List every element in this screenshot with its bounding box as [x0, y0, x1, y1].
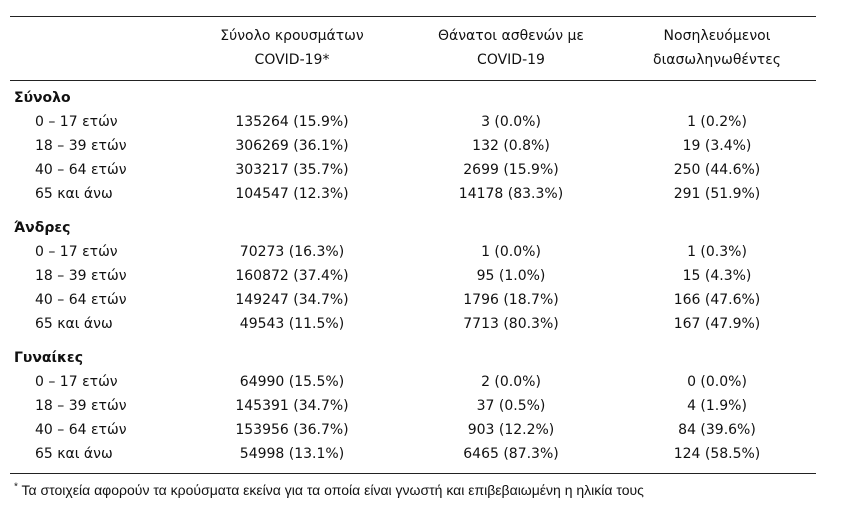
- table-row: 65 και άνω 49543 (11.5%) 7713 (80.3%) 16…: [0, 313, 850, 335]
- table-row: 40 – 64 ετών 303217 (35.7%) 2699 (15.9%)…: [0, 159, 850, 181]
- footnote-text: Τα στοιχεία αφορούν τα κρούσματα εκείνα …: [17, 482, 644, 498]
- deaths-cell: 14178 (83.3%): [458, 186, 564, 202]
- table-row: 0 – 17 ετών 135264 (15.9%) 3 (0.0%) 1 (0…: [0, 111, 850, 133]
- intubated-cell: 19 (3.4%): [682, 138, 752, 154]
- header-cases: Σύνολο κρουσμάτων COVID-19*: [192, 24, 392, 72]
- header-cases-line1: Σύνολο κρουσμάτων: [220, 28, 364, 44]
- age-label: 65 και άνω: [35, 186, 113, 202]
- cases-cell: 54998 (13.1%): [239, 446, 345, 462]
- cases-cell: 104547 (12.3%): [235, 186, 349, 202]
- cases-cell: 153956 (36.7%): [235, 422, 349, 438]
- age-label: 65 και άνω: [35, 446, 113, 462]
- intubated-cell: 0 (0.0%): [687, 374, 747, 390]
- cases-cell: 49543 (11.5%): [239, 316, 345, 332]
- intubated-cell: 4 (1.9%): [687, 398, 747, 414]
- cases-cell: 135264 (15.9%): [235, 114, 349, 130]
- intubated-cell: 291 (51.9%): [673, 186, 761, 202]
- age-label: 0 – 17 ετών: [35, 374, 118, 390]
- deaths-cell: 7713 (80.3%): [463, 316, 559, 332]
- table-bottom-rule: [10, 473, 816, 474]
- table-row: 18 – 39 ετών 306269 (36.1%) 132 (0.8%) 1…: [0, 135, 850, 157]
- section-title-men: Άνδρες: [14, 220, 71, 236]
- age-label: 18 – 39 ετών: [35, 268, 127, 284]
- table-header-rule: [10, 80, 816, 81]
- deaths-cell: 3 (0.0%): [481, 114, 541, 130]
- header-deaths-line2: COVID-19: [477, 52, 545, 68]
- intubated-cell: 84 (39.6%): [678, 422, 756, 438]
- age-label: 40 – 64 ετών: [35, 292, 127, 308]
- footnote-marker: *: [14, 481, 18, 493]
- cases-cell: 149247 (34.7%): [235, 292, 349, 308]
- table-row: 40 – 64 ετών 153956 (36.7%) 903 (12.2%) …: [0, 419, 850, 441]
- table-row: 18 – 39 ετών 160872 (37.4%) 95 (1.0%) 15…: [0, 265, 850, 287]
- cases-cell: 64990 (15.5%): [239, 374, 345, 390]
- header-deaths-line1: Θάνατοι ασθενών με: [437, 28, 584, 44]
- deaths-cell: 6465 (87.3%): [463, 446, 559, 462]
- header-intubated-line2: διασωληνωθέντες: [653, 52, 781, 68]
- age-label: 0 – 17 ετών: [35, 244, 118, 260]
- deaths-cell: 2 (0.0%): [481, 374, 541, 390]
- intubated-cell: 167 (47.9%): [673, 316, 761, 332]
- intubated-cell: 250 (44.6%): [673, 162, 761, 178]
- deaths-cell: 37 (0.5%): [476, 398, 546, 414]
- table-row: 65 και άνω 54998 (13.1%) 6465 (87.3%) 12…: [0, 443, 850, 465]
- deaths-cell: 1 (0.0%): [481, 244, 541, 260]
- deaths-cell: 1796 (18.7%): [463, 292, 559, 308]
- age-label: 18 – 39 ετών: [35, 398, 127, 414]
- section-title-women: Γυναίκες: [14, 350, 84, 366]
- cases-cell: 306269 (36.1%): [235, 138, 349, 154]
- age-label: 65 και άνω: [35, 316, 113, 332]
- section-title-total: Σύνολο: [14, 90, 71, 106]
- intubated-cell: 166 (47.6%): [673, 292, 761, 308]
- deaths-cell: 95 (1.0%): [476, 268, 546, 284]
- table-row: 40 – 64 ετών 149247 (34.7%) 1796 (18.7%)…: [0, 289, 850, 311]
- age-label: 18 – 39 ετών: [35, 138, 127, 154]
- age-label: 40 – 64 ετών: [35, 162, 127, 178]
- header-intubated-line1: Νοσηλευόμενοι: [663, 28, 771, 44]
- intubated-cell: 1 (0.2%): [687, 114, 747, 130]
- intubated-cell: 124 (58.5%): [673, 446, 761, 462]
- cases-cell: 70273 (16.3%): [239, 244, 345, 260]
- cases-cell: 303217 (35.7%): [235, 162, 349, 178]
- table-row: 65 και άνω 104547 (12.3%) 14178 (83.3%) …: [0, 183, 850, 205]
- age-label: 0 – 17 ετών: [35, 114, 118, 130]
- intubated-cell: 15 (4.3%): [682, 268, 752, 284]
- intubated-cell: 1 (0.3%): [687, 244, 747, 260]
- deaths-cell: 2699 (15.9%): [463, 162, 559, 178]
- cases-cell: 160872 (37.4%): [235, 268, 349, 284]
- footnote: * Τα στοιχεία αφορούν τα κρούσματα εκείν…: [14, 480, 644, 500]
- deaths-cell: 132 (0.8%): [472, 138, 550, 154]
- deaths-cell: 903 (12.2%): [467, 422, 555, 438]
- cases-cell: 145391 (34.7%): [235, 398, 349, 414]
- age-label: 40 – 64 ετών: [35, 422, 127, 438]
- table-top-rule: [10, 16, 816, 17]
- header-cases-line2: COVID-19*: [254, 52, 330, 68]
- table-row: 0 – 17 ετών 70273 (16.3%) 1 (0.0%) 1 (0.…: [0, 241, 850, 263]
- table-row: 0 – 17 ετών 64990 (15.5%) 2 (0.0%) 0 (0.…: [0, 371, 850, 393]
- header-deaths: Θάνατοι ασθενών με COVID-19: [411, 24, 611, 72]
- table-row: 18 – 39 ετών 145391 (34.7%) 37 (0.5%) 4 …: [0, 395, 850, 417]
- header-intubated: Νοσηλευόμενοι διασωληνωθέντες: [617, 24, 817, 72]
